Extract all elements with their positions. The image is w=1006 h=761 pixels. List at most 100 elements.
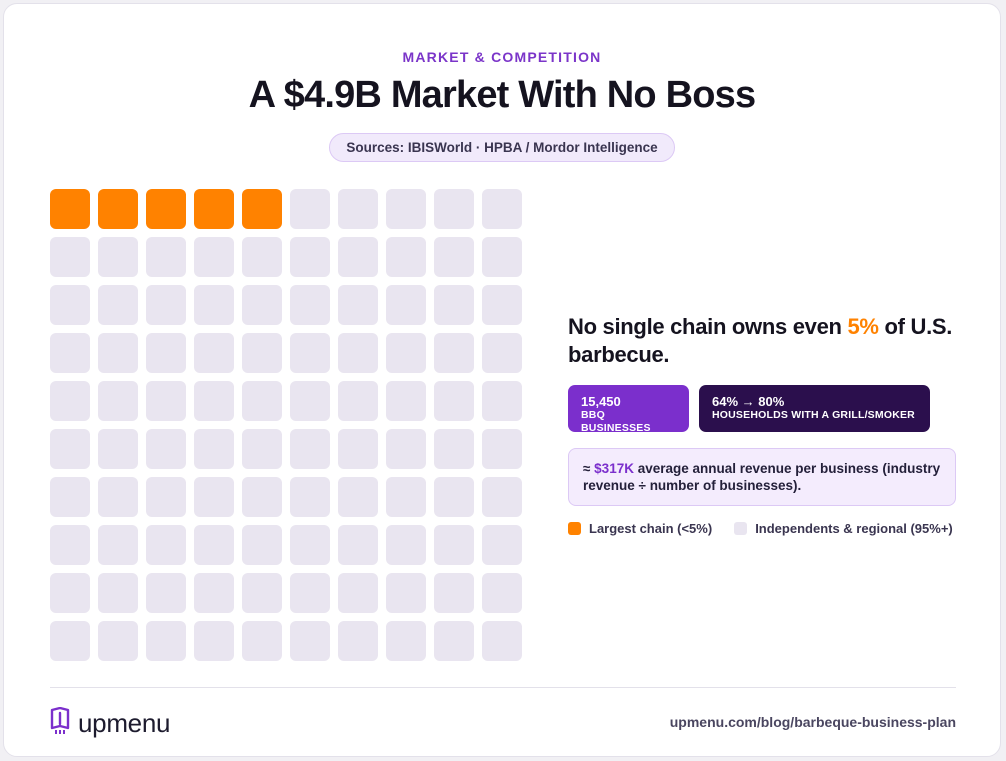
waffle-cell [242,333,282,373]
waffle-cell [50,333,90,373]
waffle-cell [482,429,522,469]
waffle-cell [290,381,330,421]
waffle-cell [194,573,234,613]
waffle-cell [434,429,474,469]
waffle-cell [434,285,474,325]
waffle-cell [482,477,522,517]
waffle-cell [50,381,90,421]
waffle-cell [290,573,330,613]
legend-label: Largest chain (<5%) [589,521,713,536]
waffle-cell [194,381,234,421]
waffle-cell [386,189,426,229]
waffle-cell [146,429,186,469]
waffle-cell [386,333,426,373]
waffle-cell [146,525,186,565]
waffle-cell [290,525,330,565]
waffle-cell-highlighted [242,189,282,229]
waffle-cell-highlighted [50,189,90,229]
waffle-cell [290,429,330,469]
page-title: A $4.9B Market With No Boss [248,74,756,116]
sources-badge: Sources: IBISWorld · HPBA / Mordor Intel… [329,133,675,162]
waffle-cell [98,525,138,565]
revenue-note: ≈ $317K average annual revenue per busin… [568,448,956,506]
headline-after: of U.S. barbecue. [568,314,953,367]
waffle-cell [146,573,186,613]
waffle-cell [194,429,234,469]
waffle-cell [386,237,426,277]
waffle-cell [194,285,234,325]
waffle-cell [242,429,282,469]
waffle-cell [242,237,282,277]
waffle-cell [194,237,234,277]
section-kicker: MARKET & COMPETITION [402,49,602,65]
waffle-cell [146,237,186,277]
note-prefix: ≈ [583,461,595,476]
waffle-cell [98,237,138,277]
waffle-cell [482,237,522,277]
waffle-cell [242,573,282,613]
source-url[interactable]: upmenu.com/blog/barbeque-business-plan [669,714,956,730]
note-text: average annual revenue per business (ind… [583,461,941,493]
waffle-cell [386,285,426,325]
waffle-cell [434,237,474,277]
stat-value: 15,450 [581,394,621,409]
note-accent: $317K [594,461,634,476]
waffle-cell [290,333,330,373]
legend-item-largest-chain: Largest chain (<5%) [568,521,712,536]
waffle-cell [434,333,474,373]
waffle-cell [434,189,474,229]
waffle-cell-highlighted [98,189,138,229]
waffle-cell [482,621,522,661]
waffle-cell [290,621,330,661]
brand-logo[interactable]: upmenu [50,706,170,740]
waffle-cell [194,621,234,661]
waffle-cell-highlighted [146,189,186,229]
waffle-cell [434,381,474,421]
waffle-cell [434,525,474,565]
waffle-cell [98,477,138,517]
waffle-cell [434,573,474,613]
waffle-cell [194,477,234,517]
waffle-cell [146,477,186,517]
footer-divider [50,687,956,688]
stat-value: 64% → 80% [712,394,785,409]
waffle-cell [482,333,522,373]
waffle-chart [50,189,522,661]
stat-bbq-businesses: 15,450 BBQ BUSINESSES [568,385,689,434]
waffle-cell [242,477,282,517]
waffle-cell [98,573,138,613]
stat-grill-households: 64% → 80% HOUSEHOLDS WITH A GRILL/SMOKER [699,385,930,432]
waffle-cell [338,285,378,325]
waffle-cell [482,573,522,613]
waffle-cell [386,477,426,517]
waffle-cell [242,381,282,421]
legend-item-independents: Independents & regional (95%+) [734,521,953,536]
headline-before: No single chain owns even [568,314,848,339]
waffle-cell [98,429,138,469]
waffle-cell [146,621,186,661]
waffle-cell [482,285,522,325]
waffle-cell [338,381,378,421]
waffle-cell [50,477,90,517]
waffle-cell [338,477,378,517]
waffle-cell [338,573,378,613]
chart-legend: Largest chain (<5%) Independents & regio… [568,521,975,536]
waffle-cell [434,621,474,661]
legend-label: Independents & regional (95%+) [755,521,953,536]
waffle-cell [194,525,234,565]
waffle-cell [290,477,330,517]
headline-accent: 5% [847,314,880,339]
waffle-cell [50,573,90,613]
waffle-cell [50,621,90,661]
waffle-cell [50,285,90,325]
waffle-cell [242,621,282,661]
waffle-cell [242,285,282,325]
upmenu-logo-icon [50,706,70,740]
waffle-cell [434,477,474,517]
waffle-cell [290,189,330,229]
waffle-cell [338,237,378,277]
waffle-cell [386,573,426,613]
waffle-cell [290,237,330,277]
waffle-cell [98,621,138,661]
waffle-cell [146,381,186,421]
